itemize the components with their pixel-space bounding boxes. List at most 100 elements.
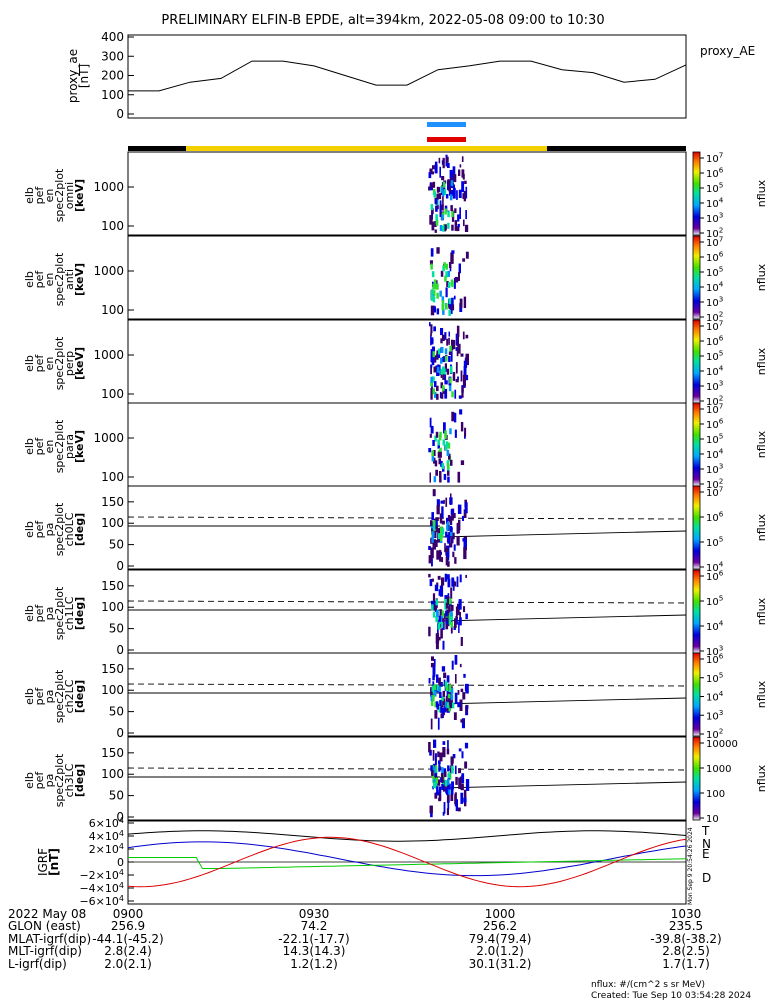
heatmap-cell [442,374,445,380]
igrf-legend-N: N [702,837,711,851]
heatmap-cell [445,531,448,538]
heatmap-cell [438,434,442,441]
heatmap-cell [442,181,446,188]
heatmap-cell [441,696,444,703]
panel-ylabel-line: ch3LC [63,763,76,797]
heatmap-cell [459,574,462,583]
colorbar-tick-label: 103 [706,644,723,659]
colorbar-tick-label: 105 [706,265,723,280]
heatmap-cell [448,453,451,460]
heatmap-cell [465,334,469,339]
heatmap-cell [453,278,456,289]
ytick-label: 1000 [93,431,124,445]
heatmap-cell [447,534,451,544]
heatmap-cell [437,352,441,358]
heatmap-cell [436,674,439,683]
colorbar-label: nflux [755,764,768,792]
heatmap-cell [445,194,449,199]
heatmap-cell [438,686,441,693]
heatmap-cell [430,364,432,375]
proxy-ae-ylabel-line: proxy_ae [66,49,80,103]
heatmap-cell [465,779,470,791]
heatmap-cell [454,220,458,231]
heatmap-cell [436,786,439,793]
heatmap-cell [439,529,442,536]
igrf-ytick-label: 6×104 [89,816,124,830]
heatmap-cell [430,700,434,706]
ytick-label: 100 [101,219,124,233]
heatmap-cell [459,611,461,620]
heatmap-cell [442,265,445,272]
heatmap-cell [444,374,447,382]
heatmap-cell [461,181,465,193]
x-axis-value: 1030 [671,907,702,921]
heatmap-cell [459,164,462,168]
panel-ylabel-line: ch2LC [63,679,76,713]
heatmap-cell [447,765,450,772]
heatmap-cell [444,208,447,215]
heatmap-cell [442,225,445,232]
heatmap-cell [461,169,465,178]
heatmap-cell [463,366,467,377]
colorbar-label: nflux [755,430,768,458]
heatmap-cell [458,169,461,176]
heatmap-cell [435,792,440,796]
heatmap-cell [437,575,441,580]
heatmap-cell [430,547,434,559]
igrf-ylabel-line: [nT] [47,848,61,876]
heatmap-cell [431,339,434,344]
heatmap-cell [453,174,457,183]
loss-cone-dashed-line [127,767,687,771]
heatmap-cell [458,272,460,281]
heatmap-cell [456,576,459,587]
heatmap-cell [446,338,449,346]
colorbar-tick-label: 107 [706,151,723,166]
colorbar-tick-label: 107 [706,402,723,417]
heatmap-cell [458,263,461,274]
orbit-bar-black-right [547,146,686,151]
heatmap-cell [449,266,452,272]
heatmap-cell [445,287,448,298]
heatmap-cell [434,164,438,174]
heatmap-cell [439,692,442,698]
colorbar-tick-label: 106 [706,250,724,265]
panel-ylabel-line: para [63,434,76,459]
heatmap-cell [454,794,456,805]
colorbar-tick-label: 107 [706,319,723,334]
heatmap-cell [456,536,460,546]
heatmap-cell [447,515,451,521]
heatmap-cell [465,374,469,381]
heatmap-cell [435,633,440,644]
heatmap-cell [448,298,451,305]
heatmap-cell [450,625,453,634]
heatmap-cell [450,529,453,536]
heatmap-cell [433,520,436,527]
heatmap-cell [432,681,435,687]
x-axis-value: 79.4(79.4) [469,932,532,946]
x-axis-value: 2.0(1.2) [476,944,524,958]
heatmap-cell [459,617,462,626]
heatmap-cell [448,618,452,625]
heatmap-cell [459,409,463,415]
heatmap-cell [439,290,442,297]
heatmap-cell [433,779,436,786]
heatmap-cell [449,688,452,699]
heatmap-cell [451,411,455,422]
heatmap-cell [452,754,456,759]
heatmap-cell [433,685,437,696]
heatmap-cell [435,526,438,533]
heatmap-cell [430,765,433,772]
heatmap-cell [433,476,437,483]
heatmap-cell [461,386,464,398]
heatmap-cell [447,578,451,588]
panel-ylabel-line: spec2plot [53,419,66,473]
x-axis-value: 1.7(1.7) [662,957,710,971]
heatmap-cell [431,271,435,278]
heatmap-cell [436,193,439,200]
heatmap-cell [463,219,465,227]
heatmap-cell [434,584,439,592]
